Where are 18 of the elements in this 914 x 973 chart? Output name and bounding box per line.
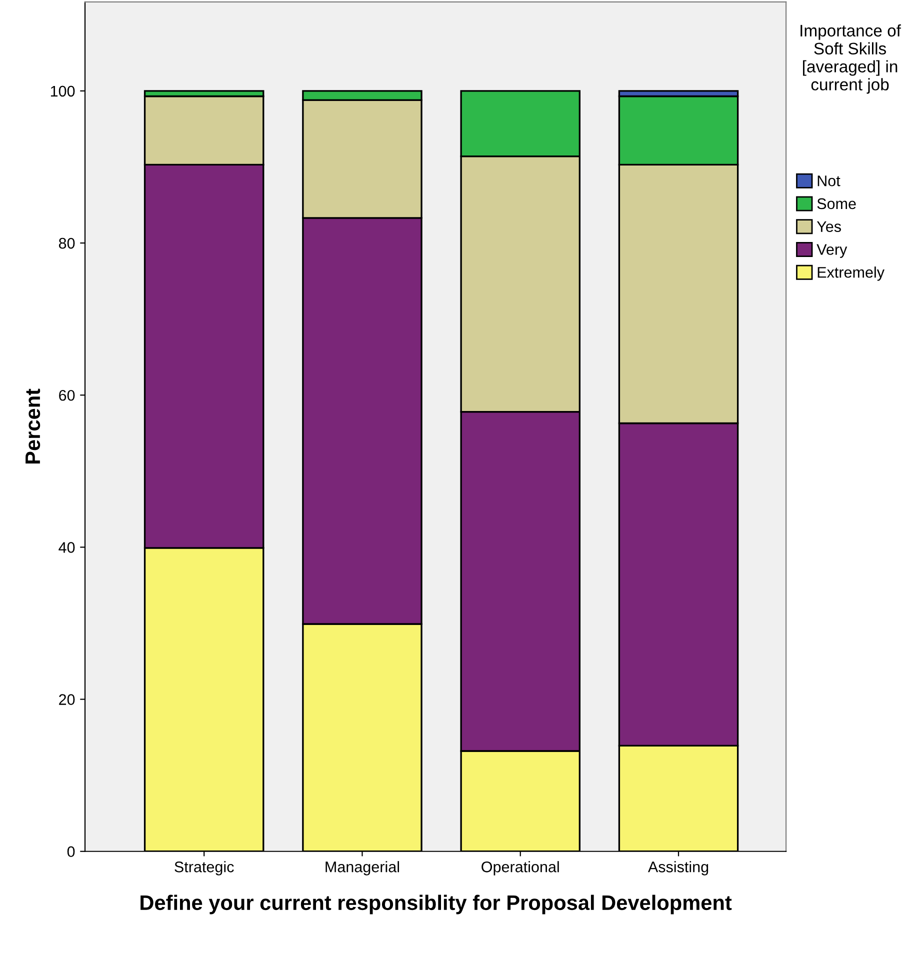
legend-label: Some [817, 198, 856, 210]
legend-label: Not [818, 176, 840, 186]
y-axis-title: Percent [26, 388, 40, 464]
y-tick-label: 60 [59, 390, 75, 401]
y-tick-label: 80 [58, 238, 75, 249]
y-tick-label: 0 [67, 846, 75, 858]
y-tick-label: 100 [50, 86, 75, 97]
legend-title: Importance of Soft Skills [averaged] in current job [800, 24, 901, 94]
x-tick-label: Managerial [326, 861, 399, 876]
legend-label: Very [816, 244, 848, 258]
y-tick-label: 20 [59, 694, 75, 705]
legend-label: Yes [816, 221, 841, 232]
x-tick-label: Operational [482, 861, 559, 876]
y-tick-label: 40 [58, 542, 75, 553]
x-tick-label: Strategic [174, 861, 234, 876]
x-tick-label: Assisting [648, 861, 708, 876]
legend-label: Extremely [818, 266, 884, 281]
x-axis-title: Define your current responsiblity for Proposal Development [140, 894, 732, 914]
